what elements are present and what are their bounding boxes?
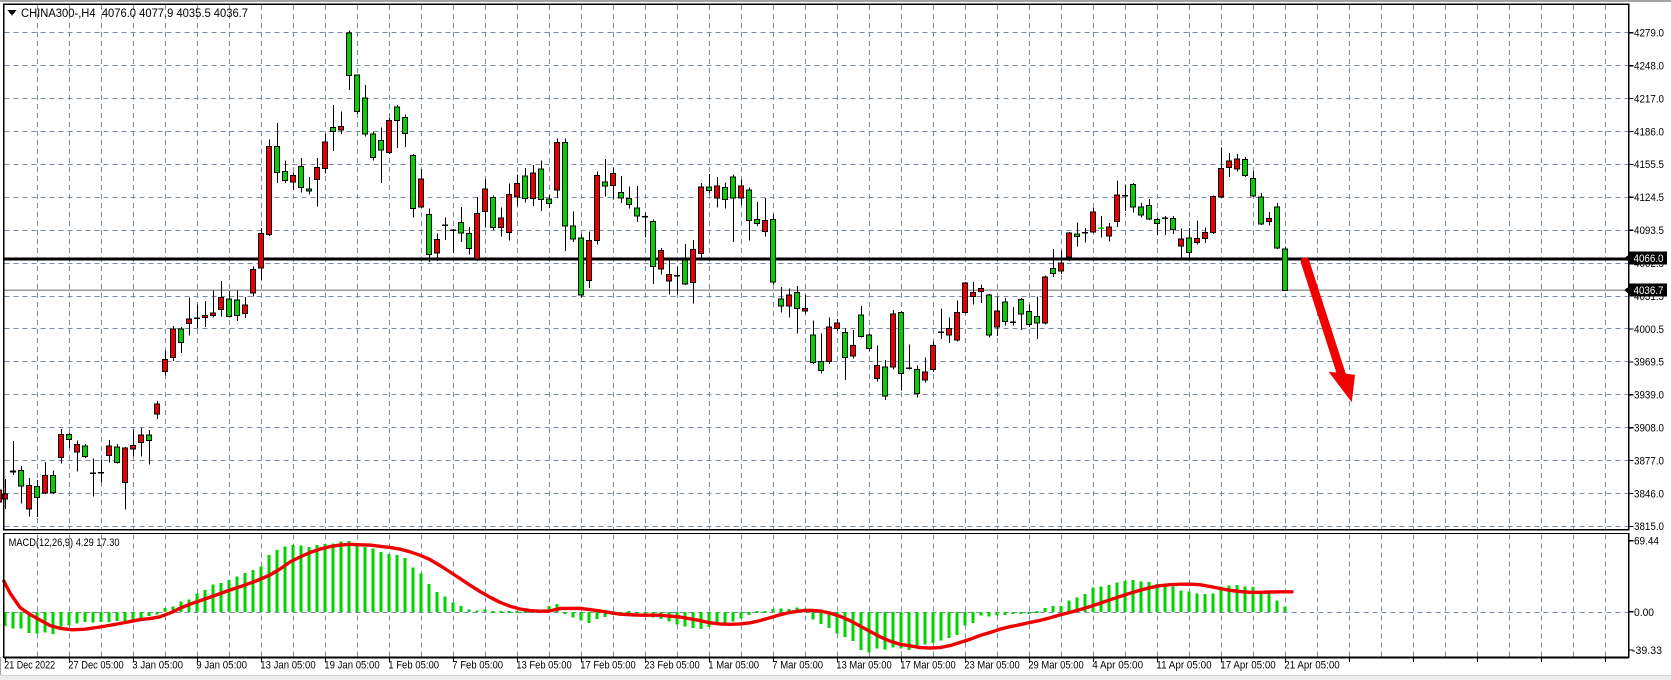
svg-text:17 Apr 05:00: 17 Apr 05:00 (1220, 660, 1275, 672)
svg-text:3 Jan 05:00: 3 Jan 05:00 (132, 660, 183, 672)
svg-text:4036.7: 4036.7 (1634, 285, 1664, 297)
svg-text:4066.0: 4066.0 (1634, 253, 1664, 265)
svg-text:11 Apr 05:00: 11 Apr 05:00 (1156, 660, 1211, 672)
svg-text:3846.0: 3846.0 (1634, 488, 1664, 500)
svg-text:4186.0: 4186.0 (1634, 126, 1664, 138)
svg-text:7 Mar 05:00: 7 Mar 05:00 (772, 660, 823, 672)
svg-text:13 Mar 05:00: 13 Mar 05:00 (836, 660, 891, 672)
svg-text:4217.0: 4217.0 (1634, 93, 1664, 105)
svg-text:-39.33: -39.33 (1632, 645, 1662, 657)
svg-text:4248.0: 4248.0 (1634, 61, 1664, 73)
svg-text:3939.0: 3939.0 (1634, 390, 1664, 402)
svg-text:21 Apr 05:00: 21 Apr 05:00 (1284, 660, 1339, 672)
svg-text:CHINA300-,H4 4076.0 4077.9 40: CHINA300-,H4 4076.0 4077.9 4035.5 4036.7 (21, 6, 248, 20)
svg-text:17 Mar 05:00: 17 Mar 05:00 (900, 660, 955, 672)
svg-text:4279.0: 4279.0 (1634, 28, 1664, 40)
svg-text:4124.5: 4124.5 (1634, 192, 1664, 204)
svg-text:19 Jan 05:00: 19 Jan 05:00 (324, 660, 379, 672)
svg-text:4155.5: 4155.5 (1634, 159, 1664, 171)
svg-text:23 Mar 05:00: 23 Mar 05:00 (964, 660, 1019, 672)
svg-text:69.44: 69.44 (1634, 536, 1659, 548)
svg-text:4000.5: 4000.5 (1634, 324, 1664, 336)
svg-text:21 Dec 2022: 21 Dec 2022 (4, 660, 55, 672)
svg-text:3908.0: 3908.0 (1634, 423, 1664, 435)
svg-text:9 Jan 05:00: 9 Jan 05:00 (196, 660, 247, 672)
svg-text:3877.0: 3877.0 (1634, 455, 1664, 467)
svg-text:3815.0: 3815.0 (1634, 521, 1664, 533)
svg-text:1 Mar 05:00: 1 Mar 05:00 (708, 660, 759, 672)
svg-text:13 Jan 05:00: 13 Jan 05:00 (260, 660, 315, 672)
svg-text:29 Mar 05:00: 29 Mar 05:00 (1028, 660, 1083, 672)
svg-text:0.00: 0.00 (1634, 607, 1654, 619)
svg-text:27 Dec 05:00: 27 Dec 05:00 (68, 660, 123, 672)
svg-text:13 Feb 05:00: 13 Feb 05:00 (516, 660, 571, 672)
svg-text:4 Apr 05:00: 4 Apr 05:00 (1092, 660, 1143, 672)
svg-text:3969.5: 3969.5 (1634, 357, 1664, 369)
svg-text:MACD(12,26,9) 4.29 17.30: MACD(12,26,9) 4.29 17.30 (9, 537, 120, 549)
svg-text:7 Feb 05:00: 7 Feb 05:00 (452, 660, 503, 672)
svg-text:1 Feb 05:00: 1 Feb 05:00 (388, 660, 439, 672)
svg-text:4093.5: 4093.5 (1634, 225, 1664, 237)
svg-text:23 Feb 05:00: 23 Feb 05:00 (644, 660, 699, 672)
svg-text:17 Feb 05:00: 17 Feb 05:00 (580, 660, 635, 672)
